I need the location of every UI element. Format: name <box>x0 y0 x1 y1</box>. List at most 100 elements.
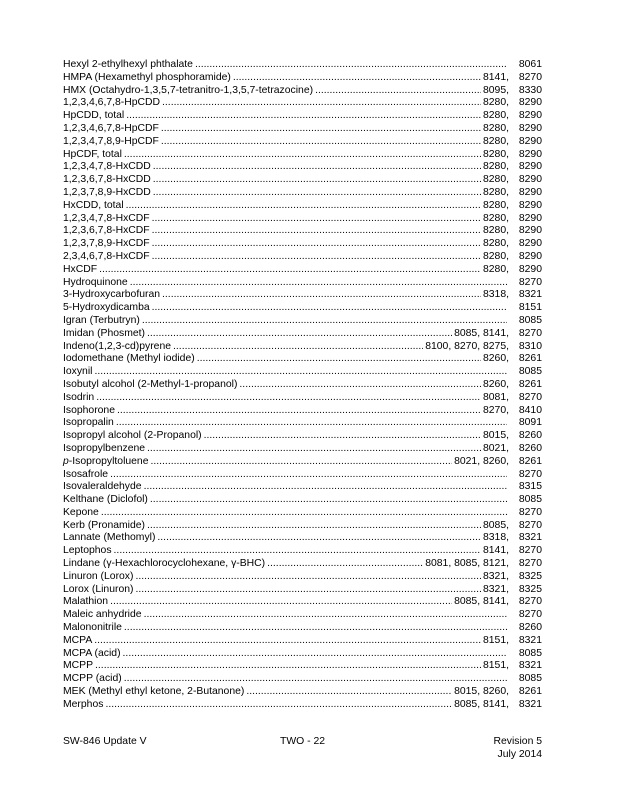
index-entry-row: p-Isopropyltoluene 8021, 8260, 8261 <box>63 456 542 469</box>
analyte-name-text: 1,2,3,4,6,7,8-HpCDD <box>63 97 161 109</box>
index-entry-row: Iodomethane (Methyl iodide) 8260, 8261 <box>63 353 542 366</box>
method-numbers-leading: 8280, <box>482 97 509 109</box>
method-number-final: 8410 <box>518 404 542 416</box>
index-entry-row: 1,2,3,4,7,8,9-HpCDF 8280, 8290 <box>63 136 542 149</box>
analyte-name-text: 1,2,3,7,8,9-HxCDD <box>63 186 151 198</box>
analyte-name: HpCDF, total <box>63 149 122 162</box>
method-numbers-leading: 8321, <box>482 570 509 582</box>
index-entry-row: 1,2,3,4,6,7,8-HpCDD 8280, 8290 <box>63 97 542 110</box>
analyte-name-text: 1,2,3,4,6,7,8-HpCDF <box>63 122 159 134</box>
analyte-name-text: Kepone <box>63 506 99 518</box>
method-number-final: 8270 <box>518 327 542 339</box>
analyte-name: MCPA (acid) <box>63 648 121 661</box>
footer-document-id: SW-846 Update V <box>63 736 147 747</box>
analyte-name: p-Isopropyltoluene <box>63 456 149 469</box>
index-entry-row: 2,3,4,6,7,8-HxCDF 8280, 8290 <box>63 251 542 264</box>
analyte-name-text: Isopropyl alcohol (2-Propanol) <box>63 430 202 442</box>
analyte-name-text: Malathion <box>63 596 109 608</box>
analyte-name: HpCDD, total <box>63 110 124 123</box>
analyte-name-text: 1,2,3,7,8,9-HxCDF <box>63 238 150 250</box>
analyte-name: Maleic anhydride <box>63 609 142 622</box>
analyte-name: Lannate (Methomyl) <box>63 532 155 545</box>
analyte-name: 1,2,3,4,6,7,8-HpCDD <box>63 97 160 110</box>
method-number-final: 8321 <box>518 532 542 544</box>
index-entry-row: Indeno(1,2,3-cd)pyrene 8100, 8270, 8275,… <box>63 341 542 354</box>
method-numbers-leading: 8021, 8260, <box>454 455 509 467</box>
method-number-final: 8270 <box>518 71 542 83</box>
method-number-final: 8270 <box>518 609 542 621</box>
analyte-name: Kelthane (Diclofol) <box>63 494 148 507</box>
analyte-name: Isopropyl alcohol (2-Propanol) <box>63 430 202 443</box>
method-number-final: 8290 <box>518 122 542 134</box>
method-numbers-leading: 8280, <box>482 212 509 224</box>
method-numbers-leading: 8280, <box>482 148 509 160</box>
analyte-name-text: HxCDD, total <box>63 199 124 211</box>
dot-leader <box>94 635 481 648</box>
method-numbers-leading: 8280, <box>482 250 509 262</box>
analyte-name: MEK (Methyl ethyl ketone, 2-Butanone) <box>63 686 244 699</box>
index-entry-row: MCPA 8151, 8321 <box>63 635 542 648</box>
dot-leader <box>147 443 481 456</box>
dot-leader <box>124 673 507 686</box>
index-entry-row: 1,2,3,6,7,8-HxCDF 8280, 8290 <box>63 225 542 238</box>
dot-leader <box>153 161 481 174</box>
method-numbers-leading: 8151, <box>482 660 509 672</box>
index-entry-row: 1,2,3,4,7,8-HxCDF 8280, 8290 <box>63 213 542 226</box>
index-entry-row: 3-Hydroxycarbofuran 8318, 8321 <box>63 289 542 302</box>
dot-leader <box>117 405 481 418</box>
index-entry-row: Isopropalin 8091 <box>63 417 542 430</box>
index-entry-row: Lorox (Linuron) 8321, 8325 <box>63 584 542 597</box>
dot-leader <box>161 123 481 136</box>
method-numbers-leading: 8280, <box>482 174 509 186</box>
index-entry-row: 1,2,3,4,7,8-HxCDD 8280, 8290 <box>63 161 542 174</box>
analyte-name: HMX (Octahydro-1,3,5,7-tetranitro-1,3,5,… <box>63 85 313 98</box>
method-number-final: 8290 <box>518 161 542 173</box>
dot-leader <box>152 225 481 238</box>
dot-leader <box>197 353 481 366</box>
method-number-final: 8290 <box>518 97 542 109</box>
method-number-final: 8270 <box>518 276 542 288</box>
analyte-name-text: Hexyl 2-ethylhexyl phthalate <box>63 59 193 70</box>
analyte-name-text: 1,2,3,4,7,8-HxCDF <box>63 212 150 224</box>
dot-leader <box>152 302 507 315</box>
dot-leader <box>150 494 507 507</box>
analyte-name-text: Maleic anhydride <box>63 609 142 621</box>
index-entry-row: HMPA (Hexamethyl phosphoramide) 8141, 82… <box>63 72 542 85</box>
method-numbers-leading: 8021, <box>482 442 509 454</box>
analyte-name: 2,3,4,6,7,8-HxCDF <box>63 251 150 264</box>
index-entry-row: Leptophos 8141, 8270 <box>63 545 542 558</box>
method-numbers-leading: 8280, <box>482 122 509 134</box>
method-numbers-leading: 8280, <box>482 199 509 211</box>
dot-leader <box>162 289 481 302</box>
analyte-name: Isopropylbenzene <box>63 443 145 456</box>
dot-leader <box>126 110 481 123</box>
analyte-name: MCPP (acid) <box>63 673 122 686</box>
method-number-final: 8321 <box>518 660 542 672</box>
dot-leader <box>101 507 507 520</box>
analyte-name: HMPA (Hexamethyl phosphoramide) <box>63 72 231 85</box>
dot-leader <box>94 366 507 379</box>
dot-leader <box>246 686 452 699</box>
method-number-final: 8270 <box>518 558 542 570</box>
index-entry-row: MCPA (acid) 8085 <box>63 648 542 661</box>
method-numbers-leading: 8085, <box>482 519 509 531</box>
dot-leader <box>315 85 481 98</box>
method-number-final: 8270 <box>518 519 542 531</box>
method-numbers-leading: 8280, <box>482 161 509 173</box>
analyte-name: Imidan (Phosmet) <box>63 328 145 341</box>
footer-date: July 2014 <box>497 749 543 760</box>
analyte-name-text: 2,3,4,6,7,8-HxCDF <box>63 250 150 262</box>
dot-leader <box>195 59 507 72</box>
index-entry-row: Isosafrole 8270 <box>63 469 542 482</box>
analyte-name-text: Isophorone <box>63 404 115 416</box>
method-number-final: 8261 <box>518 455 542 467</box>
index-entry-row: 1,2,3,4,6,7,8-HpCDF 8280, 8290 <box>63 123 542 136</box>
analyte-name: Indeno(1,2,3-cd)pyrene <box>63 341 171 354</box>
dot-leader <box>153 174 481 187</box>
analyte-name-text: Isopropalin <box>63 417 114 429</box>
index-entry-row: HMX (Octahydro-1,3,5,7-tetranitro-1,3,5,… <box>63 85 542 98</box>
method-number-final: 8085 <box>518 366 542 378</box>
method-numbers-leading: 8015, 8260, <box>454 686 509 698</box>
analyte-name: Hexyl 2-ethylhexyl phthalate <box>63 59 193 72</box>
method-number-final: 8290 <box>518 250 542 262</box>
